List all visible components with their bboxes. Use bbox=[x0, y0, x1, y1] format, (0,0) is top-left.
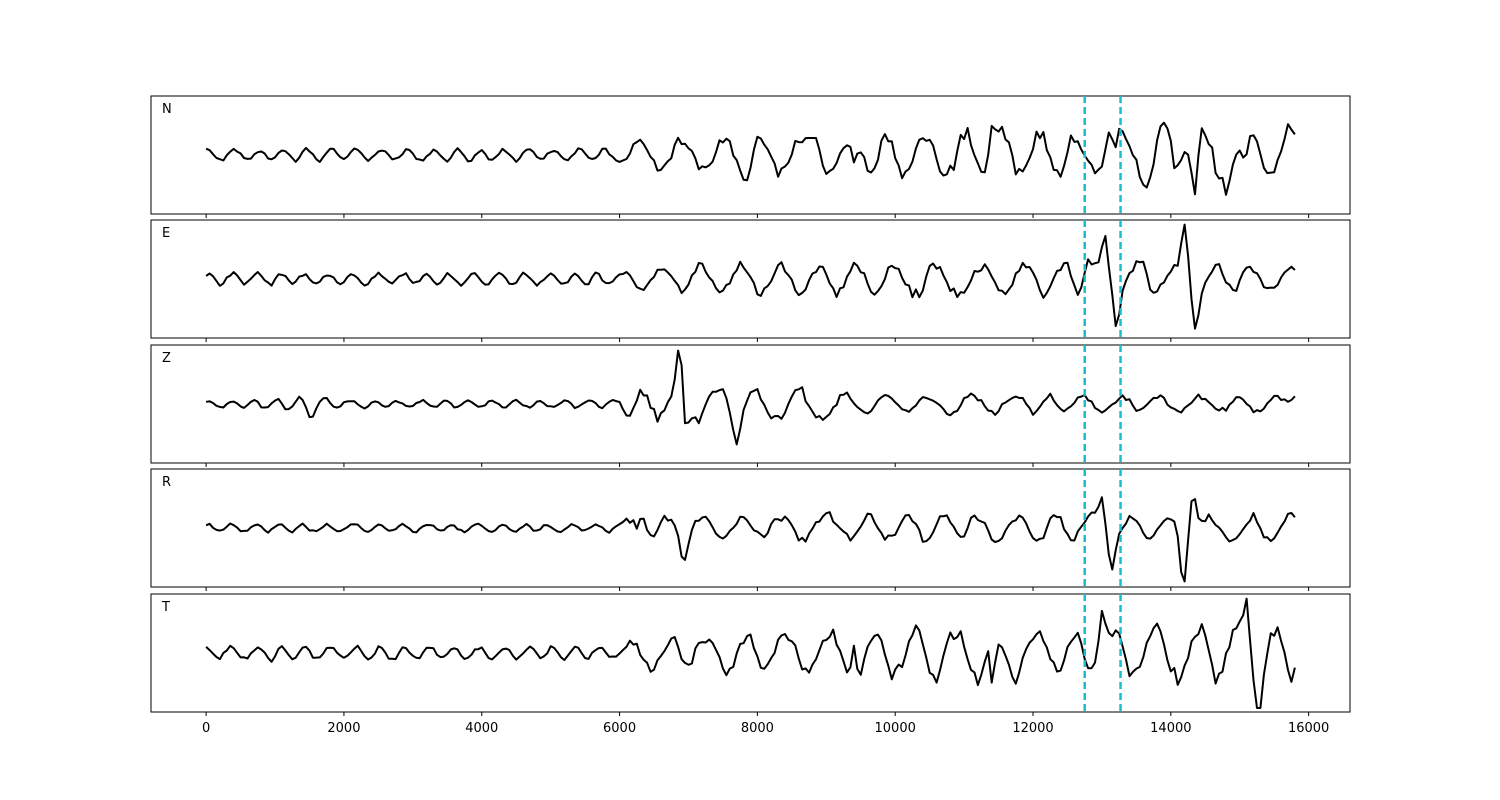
panel-n: N bbox=[150, 95, 1351, 218]
panel-frame bbox=[150, 593, 1351, 713]
x-tick-label: 10000 bbox=[875, 721, 916, 736]
panel-label: R bbox=[162, 475, 171, 490]
panel-e: E bbox=[150, 219, 1351, 342]
panel-frame bbox=[150, 219, 1351, 339]
x-axis: 0 2000 4000 6000 8000 10000 12000 14000 16000 bbox=[202, 721, 1329, 736]
panel-r: R bbox=[150, 468, 1351, 591]
waveform-e bbox=[205, 223, 1296, 330]
x-tick-label: 12000 bbox=[1012, 721, 1053, 736]
panel-label: T bbox=[161, 600, 170, 615]
x-tick-label: 14000 bbox=[1150, 721, 1191, 736]
panel-frame bbox=[150, 468, 1351, 588]
x-tick-label: 16000 bbox=[1288, 721, 1329, 736]
x-tick-label: 0 bbox=[202, 721, 210, 736]
waveform-z bbox=[205, 349, 1296, 446]
panel-t: T bbox=[150, 593, 1351, 716]
waveform-t bbox=[205, 597, 1296, 709]
x-tick-label: 8000 bbox=[741, 721, 774, 736]
waveform-r bbox=[205, 496, 1296, 583]
waveform-n bbox=[205, 121, 1296, 196]
panel-label: Z bbox=[162, 351, 171, 366]
trace-panels: N E Z R T bbox=[150, 95, 1351, 716]
panel-frame bbox=[150, 344, 1351, 464]
panel-label: E bbox=[162, 226, 170, 241]
panel-label: N bbox=[162, 102, 172, 117]
x-tick-label: 2000 bbox=[327, 721, 360, 736]
panel-frame bbox=[150, 95, 1351, 215]
x-tick-label: 6000 bbox=[603, 721, 636, 736]
x-tick-label: 4000 bbox=[465, 721, 498, 736]
panel-z: Z bbox=[150, 344, 1351, 467]
